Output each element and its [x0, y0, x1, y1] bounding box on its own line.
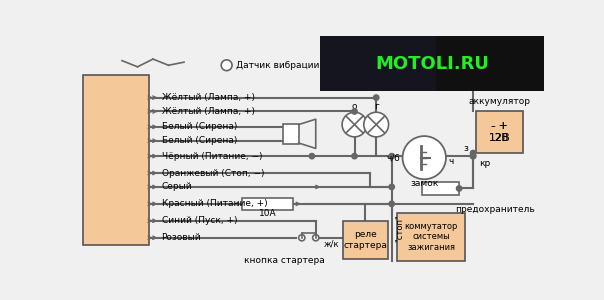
Text: по: по	[379, 57, 389, 66]
Circle shape	[389, 184, 394, 190]
Text: Жёлтый (Лампа, +): Жёлтый (Лампа, +)	[161, 93, 254, 102]
Text: реле
стартера: реле стартера	[344, 230, 387, 250]
Text: Розовый: Розовый	[161, 233, 201, 242]
Text: "стоп": "стоп"	[395, 214, 404, 242]
Circle shape	[389, 153, 394, 159]
Text: - +
12В: - + 12В	[489, 121, 510, 143]
Circle shape	[364, 112, 388, 137]
Bar	[397, 213, 465, 261]
Circle shape	[457, 186, 462, 191]
Circle shape	[471, 153, 476, 159]
Text: Красный (Питание, +): Красный (Питание, +)	[161, 200, 267, 208]
Circle shape	[402, 136, 446, 179]
Circle shape	[389, 201, 394, 207]
Bar	[320, 36, 436, 92]
Text: замок: замок	[410, 179, 439, 188]
Text: ж/к: ж/к	[324, 239, 339, 248]
Circle shape	[221, 60, 232, 70]
Text: поворот: поворот	[325, 57, 361, 66]
Text: п: п	[381, 64, 387, 74]
Circle shape	[352, 109, 357, 114]
Circle shape	[352, 153, 357, 159]
Text: MOTOLI.RU: MOTOLI.RU	[375, 55, 489, 73]
Bar	[242, 198, 292, 210]
Circle shape	[313, 235, 319, 241]
Circle shape	[471, 150, 476, 156]
Text: ч: ч	[448, 157, 453, 166]
Circle shape	[373, 95, 379, 100]
Text: предохранитель: предохранитель	[455, 205, 535, 214]
Bar	[83, 74, 149, 245]
Text: левый: левый	[329, 64, 356, 74]
Circle shape	[342, 112, 367, 137]
Text: Синий (Пуск, +): Синий (Пуск, +)	[161, 216, 237, 225]
Bar	[283, 124, 299, 144]
Text: левый
поворот: левый поворот	[333, 50, 368, 69]
Text: г: г	[374, 102, 379, 111]
Text: Датчик вибрации: Датчик вибрации	[236, 61, 320, 70]
Bar	[422, 182, 459, 195]
Text: з: з	[463, 144, 467, 153]
Text: о: о	[352, 102, 357, 111]
Text: Чёрный (Питание, −): Чёрный (Питание, −)	[161, 152, 262, 160]
Text: кр: кр	[479, 159, 490, 168]
Bar	[343, 221, 388, 259]
Circle shape	[309, 153, 315, 159]
Text: - +
12В: - + 12В	[489, 121, 510, 143]
Text: Белый (Сирена): Белый (Сирена)	[161, 122, 237, 131]
Circle shape	[299, 235, 305, 241]
Text: ч/б: ч/б	[387, 153, 400, 162]
Circle shape	[471, 153, 476, 159]
Text: Белый (Сирена): Белый (Сирена)	[161, 136, 237, 145]
Bar	[476, 111, 522, 153]
Text: Оранжевый (Стоп, −): Оранжевый (Стоп, −)	[161, 169, 264, 178]
Text: аккумулятор: аккумулятор	[469, 97, 530, 106]
Text: коммутатор
системы
зажигания: коммутатор системы зажигания	[405, 222, 458, 252]
Text: Серый: Серый	[161, 182, 192, 191]
Text: кнопка стартера: кнопка стартера	[245, 256, 325, 265]
Text: Жёлтый (Лампа, +): Жёлтый (Лампа, +)	[161, 107, 254, 116]
Text: 10А: 10А	[259, 209, 276, 218]
Text: п
по: п по	[380, 50, 391, 69]
Bar	[320, 36, 544, 92]
